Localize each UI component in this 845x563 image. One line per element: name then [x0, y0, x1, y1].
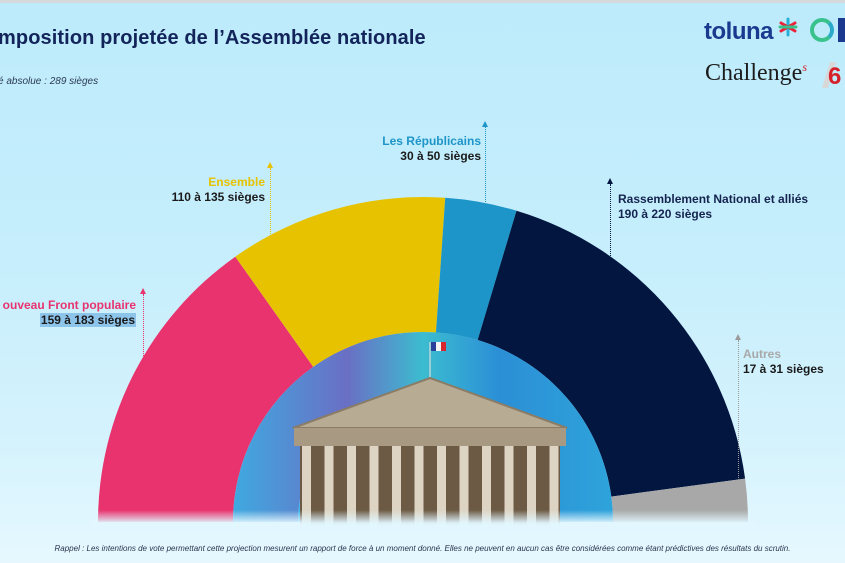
label-lr-name: Les Républicains: [382, 134, 481, 148]
rn-leader-line: [607, 178, 613, 264]
label-nfp: ouveau Front populaire 159 à 183 sièges: [3, 298, 136, 328]
ensemble-leader-line: [267, 162, 273, 238]
m6-logo-icon: 6: [822, 62, 841, 90]
label-ensemble-name: Ensemble: [208, 175, 265, 189]
column: [324, 446, 334, 526]
mid-ring-band: [233, 332, 613, 522]
segment-les-r-publicains: [435, 197, 517, 341]
footnote: Rappel : Les intentions de vote permetta…: [54, 544, 791, 553]
label-rn-name: Rassemblement National et alliés: [618, 192, 809, 206]
challenges-logo-s: s: [802, 60, 807, 74]
segment-ensemble: [235, 197, 446, 367]
label-rn: Rassemblement National et alliés 190 à 2…: [618, 192, 808, 222]
harris-interactive-ring-icon: [810, 18, 834, 42]
bottom-fade: [90, 510, 755, 526]
label-autres: Autres 17 à 31 sièges: [743, 347, 824, 377]
top-border: [0, 0, 845, 3]
label-nfp-seats: 159 à 183 sièges: [39, 313, 136, 327]
label-ensemble: Ensemble 110 à 135 sièges: [172, 175, 265, 205]
flag-white: [436, 342, 441, 351]
column: [459, 446, 469, 526]
m6-logo-text: 6: [828, 63, 841, 90]
nfp-leader-line: [140, 288, 146, 360]
label-nfp-name: ouveau Front populaire: [2, 298, 136, 312]
column: [527, 446, 536, 526]
toluna-asterisk-icon: [778, 17, 798, 37]
label-lr: Les Républicains 30 à 50 sièges: [382, 134, 481, 164]
autres-leader-line: [735, 334, 741, 480]
challenges-logo-text: Challenge: [705, 60, 803, 86]
column: [347, 446, 356, 526]
column: [392, 446, 401, 526]
lr-leader-line: [482, 121, 488, 202]
label-autres-name: Autres: [743, 347, 782, 361]
label-autres-seats: 17 à 31 sièges: [743, 362, 824, 376]
harris-interactive-logo-text: [838, 18, 845, 42]
column: [482, 446, 491, 526]
column: [414, 446, 424, 526]
segment-nouveau-front-populaire: [98, 256, 314, 522]
column: [437, 446, 446, 526]
label-lr-seats: 30 à 50 sièges: [400, 149, 481, 163]
label-rn-seats: 190 à 220 sièges: [618, 207, 713, 221]
flag-red: [441, 342, 446, 351]
challenges-logo: Challenges: [705, 60, 807, 87]
chart-title: mposition projetée de l’Assemblée nation…: [0, 27, 426, 49]
label-ensemble-seats: 110 à 135 sièges: [171, 190, 265, 204]
toluna-logo: toluna: [704, 18, 774, 45]
chart-subtitle: é absolue : 289 sièges: [0, 76, 99, 87]
column: [302, 446, 311, 526]
column: [549, 446, 559, 526]
segment-rassemblement-national-et-alli-s: [477, 210, 746, 497]
column: [504, 446, 514, 526]
flag-blue: [431, 342, 436, 351]
entablature: [294, 428, 566, 446]
column: [369, 446, 379, 526]
